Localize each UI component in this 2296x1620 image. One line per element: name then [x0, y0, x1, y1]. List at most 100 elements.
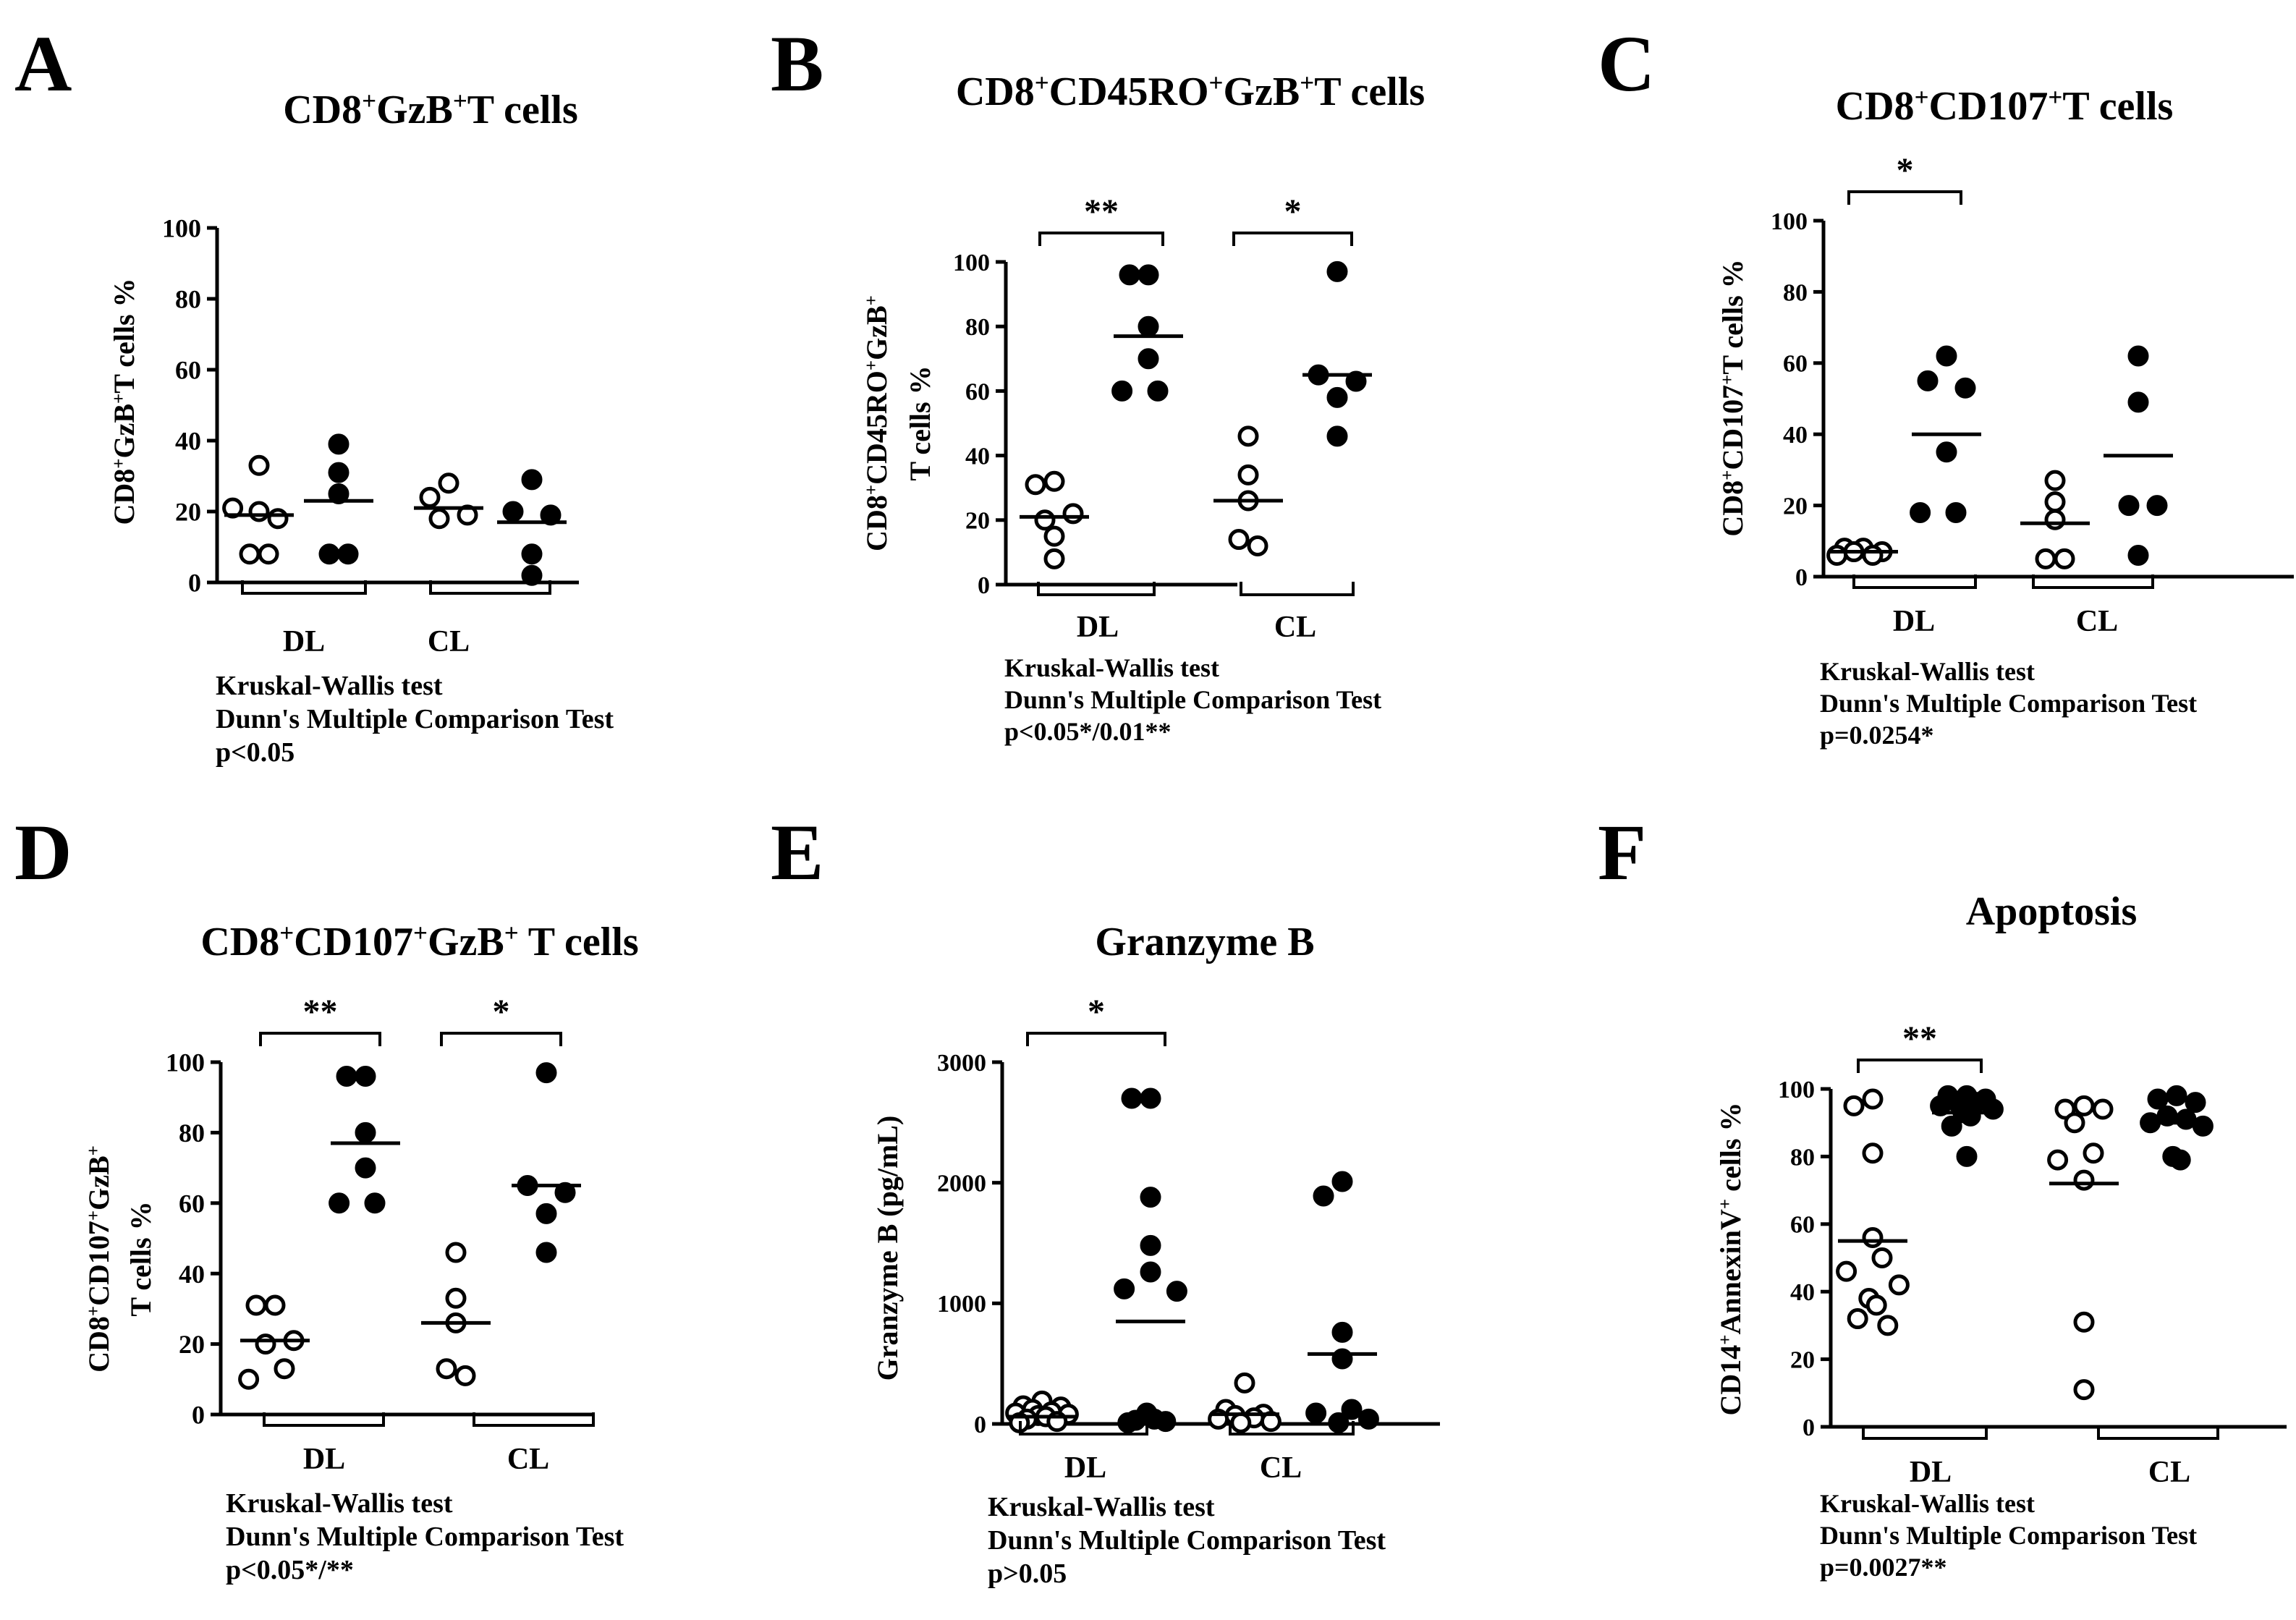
panel-c: C CD8+CD107+T cells020406080100CD8+CD107+…	[1598, 20, 2294, 750]
data-point	[1847, 1308, 1868, 1330]
footnote-line: Dunn's Multiple Comparison Test	[216, 704, 614, 734]
data-point	[521, 564, 543, 586]
footnote-line: Kruskal-Wallis test	[1820, 657, 2035, 686]
data-point	[445, 1242, 467, 1263]
group-label: CL	[2148, 1456, 2190, 1489]
footnote-line: p<0.05	[216, 737, 295, 768]
group-label: CL	[2076, 605, 2118, 638]
data-point	[2073, 1169, 2095, 1191]
data-point	[2047, 1149, 2069, 1171]
data-point	[1230, 1412, 1252, 1433]
data-point	[2192, 1115, 2214, 1137]
text-segment: GzB	[82, 1155, 115, 1210]
data-point	[1877, 1315, 1899, 1336]
y-tick-label: 0	[978, 572, 990, 599]
significance-label: *	[1897, 151, 1914, 190]
panel-b: B CD8+CD45RO+GzB+T cells020406080100CD8+C…	[771, 20, 1425, 746]
group-label: CL	[507, 1443, 549, 1476]
y-tick-label: 80	[179, 1119, 205, 1148]
y-tick-label: 0	[974, 1412, 986, 1438]
panel-letter: F	[1598, 808, 1646, 896]
y-tick-label: 100	[1778, 1077, 1815, 1103]
data-point	[2169, 1149, 2191, 1171]
footnote-line: p<0.05*/0.01**	[1004, 717, 1172, 746]
group-label: DL	[1910, 1456, 1952, 1489]
chart-title: Apoptosis	[1966, 889, 2138, 934]
data-point	[1166, 1281, 1187, 1302]
superscript: +	[109, 394, 129, 404]
data-point	[355, 1065, 376, 1087]
data-point	[1140, 1187, 1161, 1208]
panel-e: E Granzyme B 0 1000 2000 3000 Granzyme B (pg/m…	[771, 808, 1440, 1589]
data-point	[2044, 491, 2066, 513]
data-point	[255, 1333, 276, 1355]
footnote-line: Kruskal-Wallis test	[226, 1488, 453, 1519]
group-label: DL	[283, 625, 325, 658]
text-segment: CD8	[1716, 480, 1749, 537]
data-point	[318, 543, 340, 565]
group-bracket	[473, 1412, 595, 1427]
panel-letter: B	[771, 20, 823, 108]
data-point	[2064, 1112, 2085, 1134]
data-point	[1326, 425, 1348, 447]
y-tick-label: 60	[965, 378, 990, 405]
data-point	[1228, 529, 1250, 551]
data-point	[1936, 441, 1957, 463]
data-point	[1862, 1088, 1884, 1110]
data-point	[2146, 495, 2168, 517]
data-point	[1326, 260, 1348, 282]
group-bracket	[429, 580, 551, 595]
panel-letter: C	[1598, 20, 1655, 108]
text-segment: CD8	[200, 920, 279, 964]
y-tick-label: 40	[179, 1260, 205, 1289]
data-point	[1936, 345, 1957, 367]
y-axis-label: CD8+CD107+GzB+	[82, 1145, 115, 1373]
text-segment: GzB	[1224, 69, 1300, 114]
y-tick-label: 60	[179, 1189, 205, 1218]
y-tick-label: 40	[965, 444, 990, 470]
significance-label: **	[1902, 1019, 1937, 1058]
data-point	[1117, 1412, 1139, 1433]
data-point	[1237, 464, 1259, 485]
superscript: +	[84, 1306, 103, 1316]
significance-bracket	[1232, 232, 1353, 246]
data-point	[1826, 544, 1848, 566]
data-point	[1862, 544, 1884, 566]
text-segment: T cells %	[1716, 259, 1749, 374]
significance-label: **	[1084, 192, 1119, 231]
text-segment: CD14	[1714, 1345, 1747, 1416]
y-axis-label: CD8+GzB+T cells %	[108, 278, 140, 525]
footnote-line: p=0.0254*	[1820, 721, 1934, 750]
data-point	[1862, 1226, 1884, 1248]
chart-title: Granzyme B	[1095, 920, 1314, 964]
data-point	[1960, 1105, 1981, 1127]
data-point	[1326, 386, 1348, 408]
y-axis-label-line2: T cells %	[904, 365, 936, 480]
y-tick-label: 60	[1783, 351, 1808, 378]
chart-title: CD8+GzB+T cells	[283, 87, 578, 133]
data-point	[2127, 544, 2149, 566]
y-tick-label: 100	[1771, 208, 1808, 235]
footnote-line: Kruskal-Wallis test	[1004, 653, 1219, 682]
data-point	[1121, 1087, 1143, 1109]
y-tick-label: 80	[1790, 1144, 1815, 1171]
data-point	[1140, 1087, 1161, 1109]
data-point	[419, 486, 441, 508]
data-point	[454, 1365, 476, 1386]
group-bracket	[1037, 582, 1156, 596]
data-point	[2156, 1105, 2178, 1127]
group-label: DL	[1064, 1451, 1106, 1485]
data-point	[1941, 1115, 1962, 1137]
data-point	[2044, 509, 2066, 530]
y-tick-label: 80	[175, 285, 201, 314]
superscript: +	[109, 459, 129, 469]
group-bracket	[2032, 574, 2154, 589]
y-tick-label: 20	[965, 508, 990, 535]
footnote-line: Kruskal-Wallis test	[1820, 1489, 2035, 1518]
superscript: +	[1300, 69, 1314, 97]
superscript: +	[2048, 83, 2062, 111]
text-segment: GzB	[376, 88, 453, 132]
data-point	[2073, 1379, 2095, 1401]
